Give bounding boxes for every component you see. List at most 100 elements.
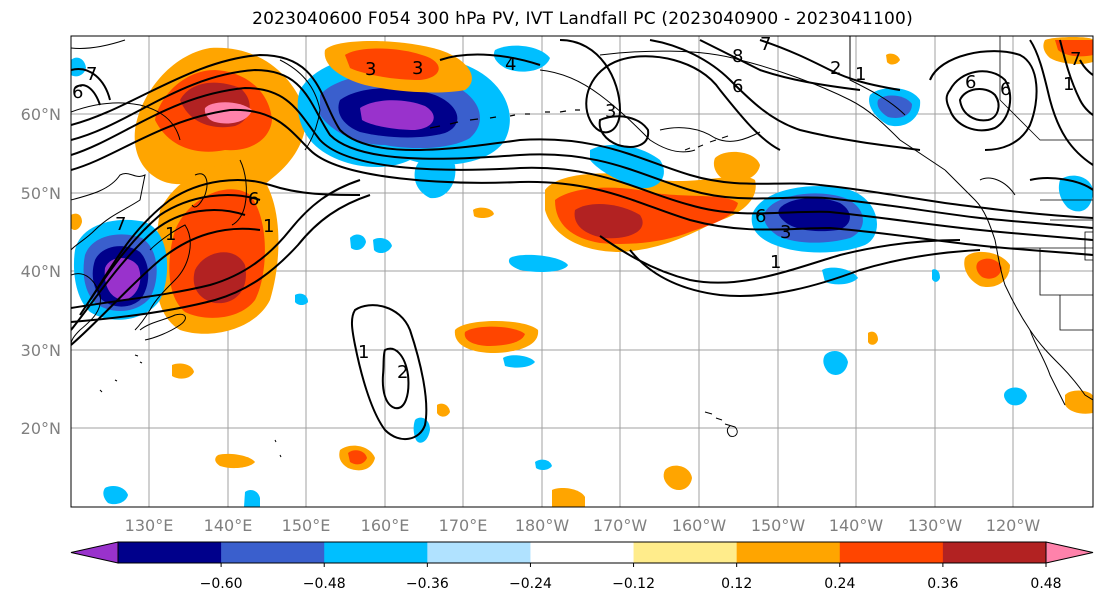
shade-orange <box>713 151 760 182</box>
longitude-label: 170°E <box>439 516 488 535</box>
shade-orange <box>473 207 494 219</box>
colorbar-extend-low <box>70 541 119 564</box>
shade-blue <box>295 293 308 305</box>
colorbar-tick-label: 0.12 <box>721 576 752 592</box>
shade-blue <box>535 459 552 471</box>
shade-navy <box>778 198 850 232</box>
shade-orange <box>663 465 692 490</box>
shade-red <box>1055 40 1093 57</box>
longitude-label: 130°W <box>908 516 963 535</box>
shade-purple <box>104 257 141 300</box>
shade-blue <box>103 486 128 505</box>
shade-blue <box>244 490 260 507</box>
colorbar-swatch <box>633 542 738 563</box>
longitude-label: 130°E <box>125 516 174 535</box>
longitude-label: 180°W <box>515 516 570 535</box>
shade-blue <box>1004 387 1027 406</box>
shade-purple <box>360 100 434 130</box>
shade-blue <box>823 350 848 375</box>
contour-label: 3 <box>780 222 791 243</box>
shade-blue <box>71 57 86 77</box>
longitude-label: 140°E <box>204 516 253 535</box>
shade-blue <box>493 45 550 72</box>
contour-label: 6 <box>248 189 259 210</box>
shade-red <box>348 450 367 465</box>
colorbar-swatch <box>530 542 635 563</box>
colorbar-tick-label: 0.36 <box>927 576 958 592</box>
shade-darkred <box>574 203 643 239</box>
colorbar-tick-label: 0.48 <box>1030 576 1061 592</box>
contour-label: 2 <box>397 362 408 383</box>
contour-label: 1 <box>358 342 369 363</box>
colorbar-tick-label: −0.12 <box>612 576 655 592</box>
map-frame <box>70 35 1094 508</box>
latitude-label: 50°N <box>21 184 61 203</box>
colorbar-extend-high <box>1045 541 1094 564</box>
shade-orange <box>1065 390 1093 414</box>
shade-red <box>464 326 525 346</box>
longitude-label: 170°W <box>593 516 648 535</box>
contour-label: 7 <box>760 34 771 55</box>
contour-label: 3 <box>605 101 616 122</box>
colorbar-swatch <box>118 542 222 563</box>
contour-label: 1 <box>770 252 781 273</box>
latitude-label: 20°N <box>21 419 61 438</box>
colorbar-swatch <box>736 542 841 563</box>
colorbar-swatch <box>839 542 944 563</box>
shade-blue <box>590 144 664 189</box>
longitude-label: 150°E <box>282 516 331 535</box>
contour-label: 6 <box>72 82 83 103</box>
shade-blue <box>508 254 568 273</box>
contour-label: 1 <box>855 64 866 85</box>
contour-label: 8 <box>732 46 743 67</box>
colorbar-tick-label: −0.48 <box>303 576 346 592</box>
longitude-label: 140°W <box>829 516 884 535</box>
shade-orange <box>71 213 82 230</box>
shade-orange <box>172 363 194 379</box>
shade-orange <box>868 331 878 345</box>
contour-label: 3 <box>365 59 376 80</box>
contour-label: 6 <box>965 72 976 93</box>
shade-blue <box>350 234 366 250</box>
contour-label: 6 <box>1000 79 1011 100</box>
colorbar-tick-label: −0.36 <box>406 576 449 592</box>
pv-shading <box>71 37 1093 507</box>
shade-red <box>345 48 439 80</box>
longitude-label: 160°W <box>672 516 727 535</box>
shade-orange <box>437 403 450 417</box>
colorbar: −0.60 −0.48 −0.36 −0.24 −0.12 0.12 0.24 0.36 0.4… <box>70 541 1094 592</box>
shade-blue <box>373 238 392 254</box>
contour-label: 1 <box>1063 74 1074 95</box>
figure-title: 2023040600 F054 300 hPa PV, IVT Landfall… <box>252 9 913 29</box>
longitude-labels: 130°E 140°E 150°E 160°E 170°E 180°W 170°W 160°W… <box>125 516 1041 535</box>
colorbar-swatch <box>221 542 325 563</box>
colorbar-outline <box>117 541 1047 564</box>
contour-label: 6 <box>732 76 743 97</box>
shade-blue <box>503 355 535 368</box>
longitude-label: 120°W <box>986 516 1041 535</box>
longitude-label: 160°E <box>361 516 410 535</box>
colorbar-swatch <box>942 542 1047 563</box>
colorbar-swatch <box>427 542 531 563</box>
shade-royal <box>877 95 912 118</box>
colorbar-tick-label: −0.60 <box>200 576 243 592</box>
contour-label: 6 <box>755 206 766 227</box>
contour-label: 4 <box>505 54 516 75</box>
contour-label: 3 <box>412 58 423 79</box>
colorbar-swatch <box>324 542 428 563</box>
contour-label: 2 <box>830 58 841 79</box>
latitude-label: 60°N <box>21 105 61 124</box>
ivt-contours <box>71 39 1093 440</box>
longitude-label: 150°W <box>751 516 806 535</box>
contour-label: 7 <box>86 64 97 85</box>
colorbar-tick-label: −0.24 <box>509 576 552 592</box>
shade-red <box>976 258 1002 279</box>
contour-label: 7 <box>115 214 126 235</box>
latitude-label: 40°N <box>21 262 61 281</box>
contour-label: 1 <box>165 224 176 245</box>
latitude-label: 30°N <box>21 341 61 360</box>
shade-darkred <box>193 252 246 304</box>
shade-blue <box>414 154 456 199</box>
shade-pink <box>204 102 252 124</box>
